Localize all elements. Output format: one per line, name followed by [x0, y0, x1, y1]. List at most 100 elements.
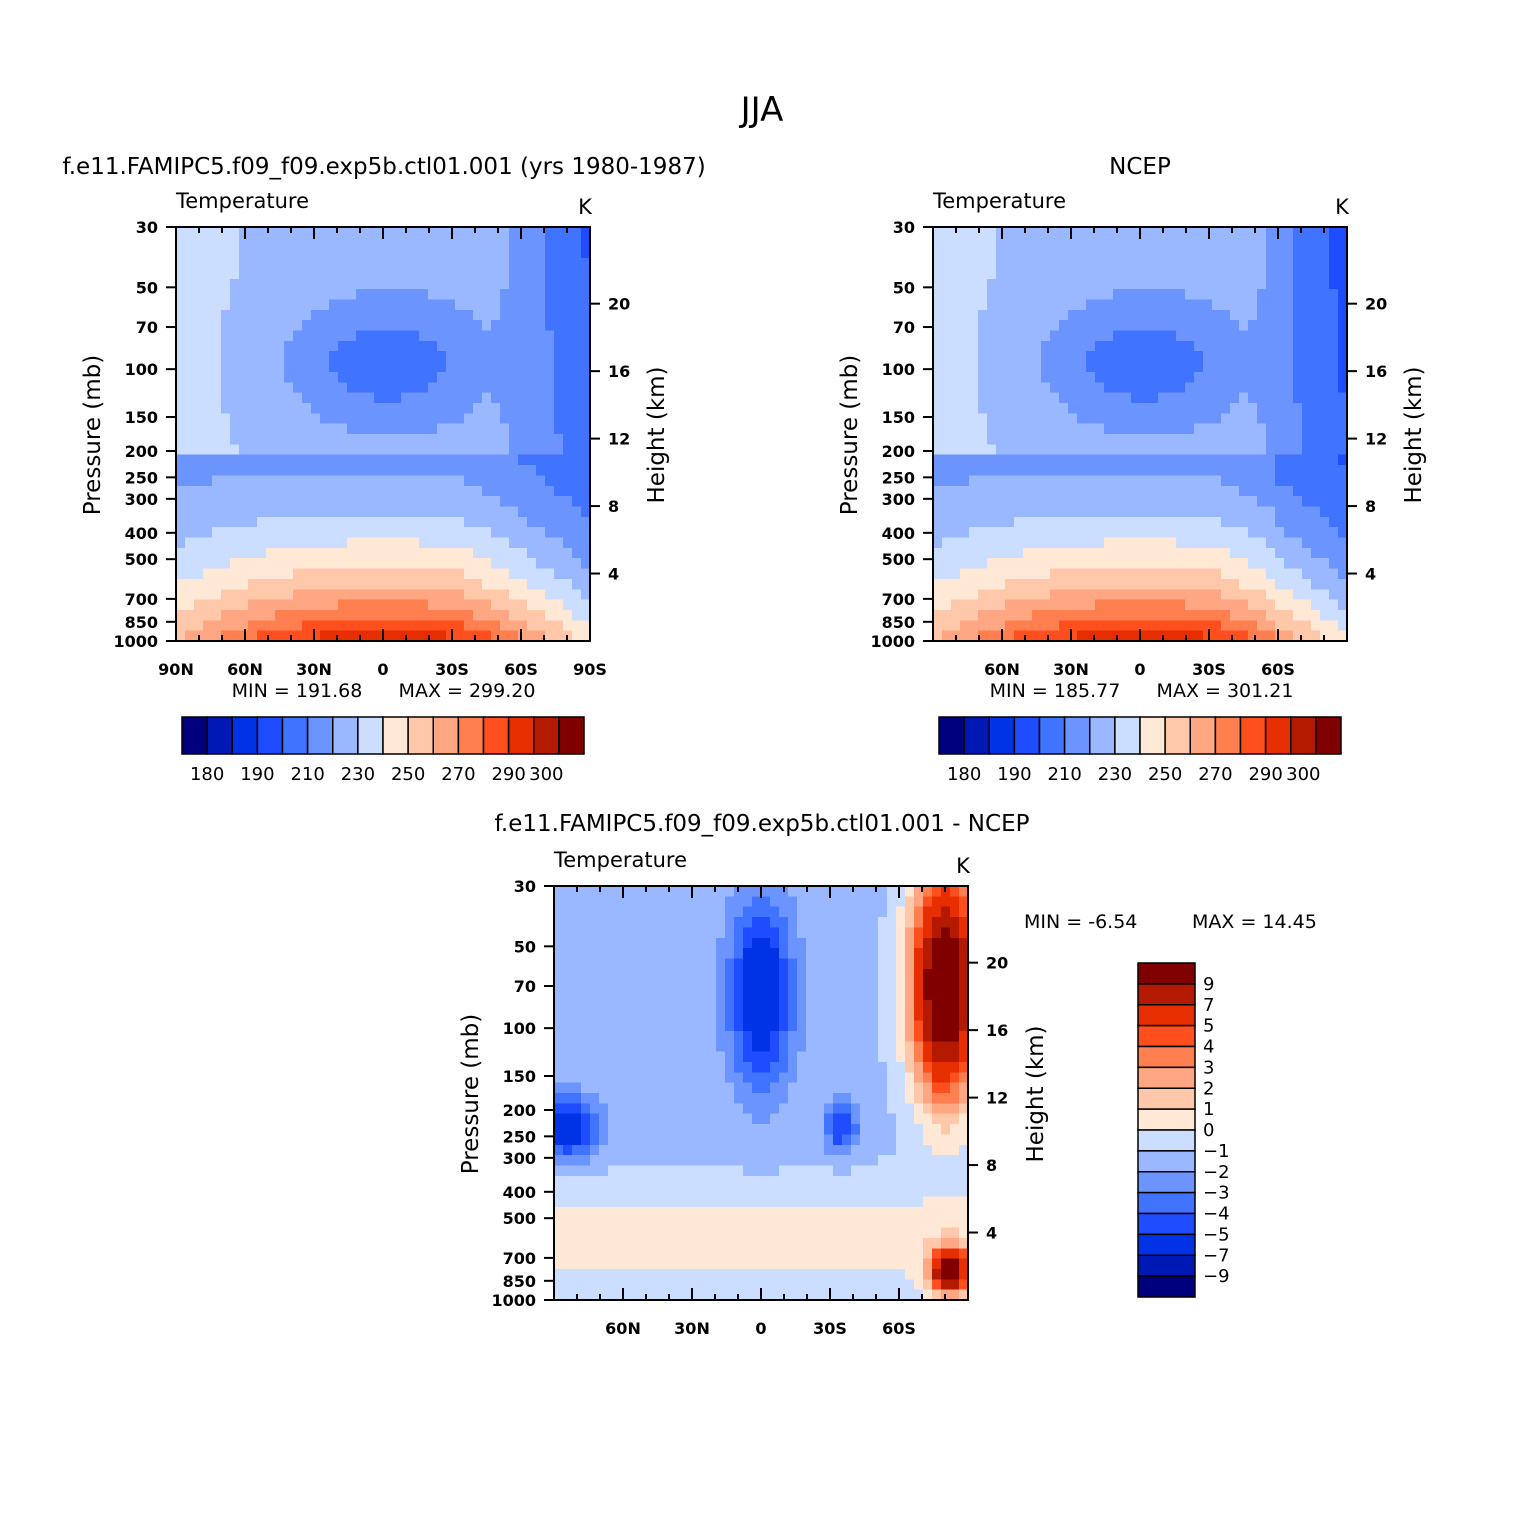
contour-cell [662, 1238, 672, 1249]
contour-cell [527, 424, 537, 435]
contour-cell [518, 506, 528, 517]
contour-cell [761, 1000, 771, 1011]
contour-cell [761, 1269, 771, 1280]
contour-cell [987, 424, 997, 435]
contour-cell [446, 227, 456, 238]
contour-cell [653, 1052, 663, 1063]
contour-cell [1041, 455, 1051, 466]
contour-cell [1185, 351, 1195, 362]
contour-cell [942, 610, 952, 621]
contour-cell [401, 620, 411, 631]
contour-cell [969, 310, 979, 321]
contour-cell [1194, 403, 1204, 414]
contour-cell [383, 258, 393, 269]
contour-cell [662, 1062, 672, 1073]
contour-cell [194, 434, 204, 445]
contour-cell [689, 979, 699, 990]
contour-cell [374, 486, 384, 497]
contour-cell [176, 465, 186, 476]
contour-cell [698, 1114, 708, 1125]
contour-cell [1257, 372, 1267, 383]
contour-cell [1149, 455, 1159, 466]
contour-cell [1212, 579, 1222, 590]
contour-cell [1311, 362, 1321, 373]
contour-cell [473, 248, 483, 259]
contour-cell [500, 299, 510, 310]
contour-cell [455, 403, 465, 414]
contour-cell [527, 620, 537, 631]
contour-cell [1329, 465, 1339, 476]
contour-cell [1293, 320, 1303, 331]
contour-cell [257, 372, 267, 383]
contour-cell [662, 1207, 672, 1218]
contour-cell [257, 413, 267, 424]
contour-cell [1014, 569, 1024, 580]
contour-cell [1167, 393, 1177, 404]
contour-cell [1005, 331, 1015, 342]
contour-cell [608, 1186, 618, 1197]
contour-cell [1329, 320, 1339, 331]
contour-cell [1059, 248, 1069, 259]
contour-cell [338, 258, 348, 269]
contour-cell [176, 527, 186, 538]
contour-cell [473, 538, 483, 549]
contour-cell [1077, 341, 1087, 352]
contour-cell [1266, 289, 1276, 300]
contour-cell [1023, 600, 1033, 611]
contour-cell [320, 579, 330, 590]
contour-cell [248, 600, 258, 611]
contour-cell [617, 1114, 627, 1125]
contour-cell [329, 496, 339, 507]
contour-cell [419, 527, 429, 538]
contour-cell [1158, 579, 1168, 590]
contour-cell [617, 1021, 627, 1032]
contour-cell [338, 362, 348, 373]
contour-cell [779, 990, 789, 1001]
contour-cell [1122, 351, 1132, 362]
contour-cell [933, 589, 943, 600]
contour-cell [554, 279, 564, 290]
contour-cell [212, 434, 222, 445]
contour-cell [698, 1103, 708, 1114]
contour-cell [1221, 558, 1231, 569]
contour-cell [716, 969, 726, 980]
contour-cell [1086, 496, 1096, 507]
contour-cell [257, 434, 267, 445]
contour-cell [572, 1207, 582, 1218]
contour-cell [563, 424, 573, 435]
contour-cell [347, 496, 357, 507]
contour-cell [1302, 351, 1312, 362]
contour-cell [680, 1093, 690, 1104]
contour-cell [482, 310, 492, 321]
contour-cell [788, 1093, 798, 1104]
contour-cell [572, 1114, 582, 1125]
contour-cell [1149, 579, 1159, 590]
contour-cell [554, 1134, 564, 1145]
contour-cell [1176, 413, 1186, 424]
contour-cell [374, 538, 384, 549]
contour-cell [1320, 362, 1330, 373]
contour-cell [1149, 279, 1159, 290]
contour-cell [1059, 620, 1069, 631]
contour-cell [1176, 424, 1186, 435]
contour-cell [644, 1124, 654, 1135]
contour-cell [212, 279, 222, 290]
contour-cell [1266, 548, 1276, 559]
contour-cell [1104, 279, 1114, 290]
contour-cell [635, 1052, 645, 1063]
contour-cell [1311, 506, 1321, 517]
contour-cell [698, 886, 708, 897]
contour-cell [707, 907, 717, 918]
contour-cell [527, 331, 537, 342]
contour-cell [1221, 475, 1231, 486]
contour-cell [1131, 434, 1141, 445]
contour-cell [239, 248, 249, 259]
contour-cell [1122, 248, 1132, 259]
contour-cell [942, 434, 952, 445]
contour-cell [689, 1269, 699, 1280]
contour-cell [1050, 631, 1060, 642]
contour-cell [933, 444, 943, 455]
contour-cell [1302, 382, 1312, 393]
contour-cell [933, 258, 943, 269]
contour-cell [266, 475, 276, 486]
